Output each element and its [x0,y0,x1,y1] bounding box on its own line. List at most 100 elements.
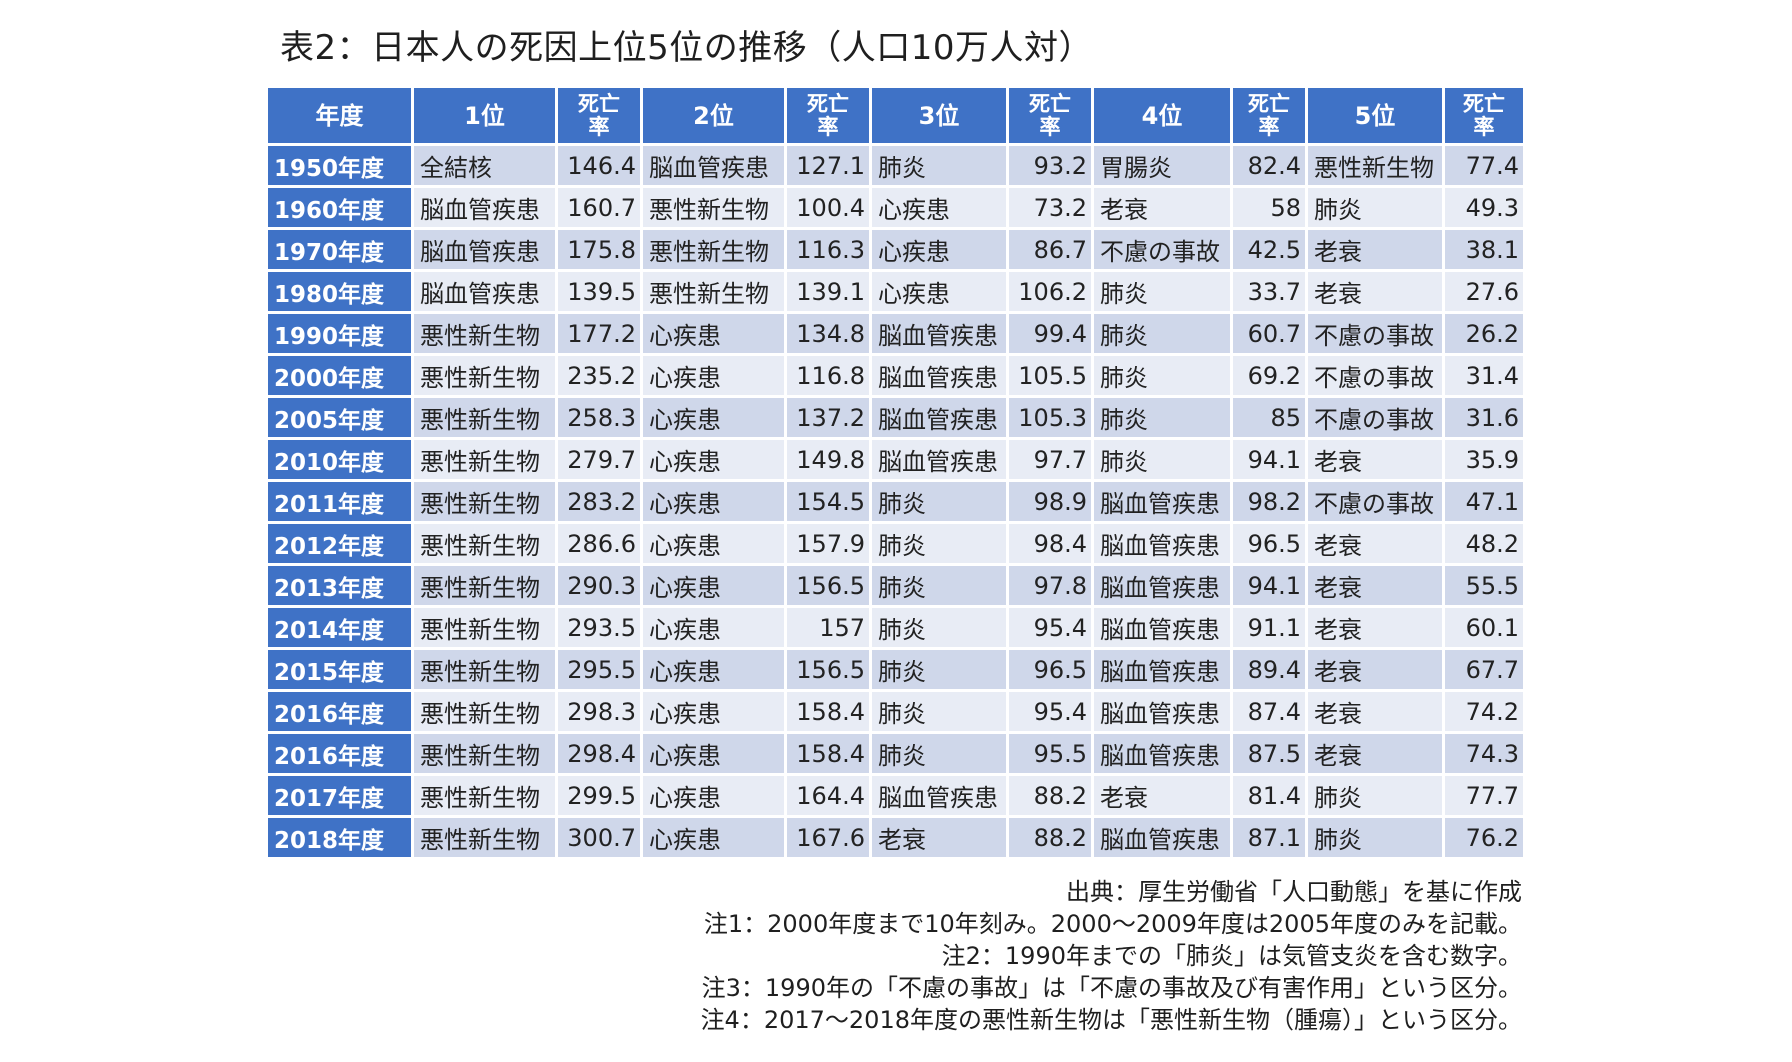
year-cell: 2013年度 [268,566,411,605]
cause-rank5-cell: 老衰 [1308,440,1442,479]
table-header: 年度 1位 死亡率 2位 死亡率 3位 死亡率 4位 死亡率 5位 死亡率 [268,88,1523,143]
rate-label-line1: 死亡 [1248,92,1290,117]
year-cell: 2016年度 [268,692,411,731]
rate-rank3-cell: 106.2 [1009,272,1091,311]
cause-rank2-cell: 心疾患 [643,524,784,563]
rate-rank5-cell: 74.2 [1445,692,1523,731]
cause-rank2-cell: 心疾患 [643,314,784,353]
header-rate2: 死亡率 [787,88,869,143]
table-row: 2012年度 悪性新生物 286.6 心疾患 157.9 肺炎 98.4 脳血管… [268,524,1523,563]
rate-rank5-cell: 38.1 [1445,230,1523,269]
rate-rank4-cell: 82.4 [1233,146,1305,185]
year-cell: 2018年度 [268,818,411,857]
note-2: 注2：1990年までの「肺炎」は気管支炎を含む数字。 [941,942,1522,970]
header-rate3: 死亡率 [1009,88,1091,143]
rate-rank4-cell: 98.2 [1233,482,1305,521]
rate-label-line1: 死亡 [807,92,849,117]
cause-rank3-cell: 肺炎 [872,734,1006,773]
cause-rank1-cell: 悪性新生物 [414,482,555,521]
rate-rank2-cell: 157 [787,608,869,647]
cause-rank5-cell: 老衰 [1308,524,1442,563]
rate-rank5-cell: 35.9 [1445,440,1523,479]
rate-rank3-cell: 95.4 [1009,692,1091,731]
cause-rank3-cell: 肺炎 [872,608,1006,647]
header-year: 年度 [268,88,411,143]
cause-rank4-cell: 老衰 [1094,776,1230,815]
header-rank5: 5位 [1308,88,1442,143]
year-cell: 2014年度 [268,608,411,647]
cause-rank5-cell: 老衰 [1308,734,1442,773]
rate-rank4-cell: 85 [1233,398,1305,437]
cause-rank3-cell: 肺炎 [872,566,1006,605]
cause-rank1-cell: 悪性新生物 [414,776,555,815]
cause-rank2-cell: 心疾患 [643,692,784,731]
year-cell: 2011年度 [268,482,411,521]
rate-rank2-cell: 154.5 [787,482,869,521]
table-row: 2016年度 悪性新生物 298.4 心疾患 158.4 肺炎 95.5 脳血管… [268,734,1523,773]
header-rank3: 3位 [872,88,1006,143]
rate-rank4-cell: 33.7 [1233,272,1305,311]
rate-rank4-cell: 87.4 [1233,692,1305,731]
cause-rank5-cell: 老衰 [1308,608,1442,647]
cause-rank3-cell: 脳血管疾患 [872,356,1006,395]
rate-rank1-cell: 295.5 [558,650,640,689]
cause-rank4-cell: 脳血管疾患 [1094,566,1230,605]
rate-rank1-cell: 293.5 [558,608,640,647]
cause-rank1-cell: 悪性新生物 [414,356,555,395]
header-rate4: 死亡率 [1233,88,1305,143]
cause-rank3-cell: 肺炎 [872,692,1006,731]
table-row: 1960年度 脳血管疾患 160.7 悪性新生物 100.4 心疾患 73.2 … [268,188,1523,227]
rate-rank5-cell: 55.5 [1445,566,1523,605]
cause-rank4-cell: 脳血管疾患 [1094,482,1230,521]
cause-rank1-cell: 脳血管疾患 [414,272,555,311]
year-cell: 1960年度 [268,188,411,227]
cause-rank2-cell: 心疾患 [643,440,784,479]
rate-rank1-cell: 177.2 [558,314,640,353]
rate-rank2-cell: 137.2 [787,398,869,437]
table-row: 2017年度 悪性新生物 299.5 心疾患 164.4 脳血管疾患 88.2 … [268,776,1523,815]
notes-block: 出典：厚生労働省「人口動態」を基に作成 注1：2000年度まで10年刻み。200… [701,876,1522,1036]
rate-label-line2: 率 [1258,114,1280,139]
rate-rank3-cell: 105.3 [1009,398,1091,437]
rate-rank2-cell: 158.4 [787,692,869,731]
cause-rank5-cell: 老衰 [1308,650,1442,689]
note-3: 注3：1990年の「不慮の事故」は「不慮の事故及び有害作用」という区分。 [701,974,1522,1002]
rate-rank5-cell: 31.6 [1445,398,1523,437]
rate-rank3-cell: 73.2 [1009,188,1091,227]
table-row: 2013年度 悪性新生物 290.3 心疾患 156.5 肺炎 97.8 脳血管… [268,566,1523,605]
rate-rank3-cell: 105.5 [1009,356,1091,395]
rate-rank2-cell: 157.9 [787,524,869,563]
cause-rank5-cell: 老衰 [1308,566,1442,605]
cause-rank5-cell: 肺炎 [1308,818,1442,857]
rate-rank5-cell: 26.2 [1445,314,1523,353]
cause-rank2-cell: 心疾患 [643,608,784,647]
rate-rank4-cell: 58 [1233,188,1305,227]
rate-rank3-cell: 86.7 [1009,230,1091,269]
rate-rank4-cell: 94.1 [1233,440,1305,479]
rate-rank3-cell: 98.9 [1009,482,1091,521]
cause-rank4-cell: 脳血管疾患 [1094,608,1230,647]
rate-label-line1: 死亡 [1463,92,1505,117]
table-row: 1950年度 全結核 146.4 脳血管疾患 127.1 肺炎 93.2 胃腸炎… [268,146,1523,185]
rate-rank2-cell: 116.3 [787,230,869,269]
cause-rank4-cell: 脳血管疾患 [1094,818,1230,857]
rate-rank1-cell: 299.5 [558,776,640,815]
year-cell: 1950年度 [268,146,411,185]
year-cell: 2010年度 [268,440,411,479]
rate-rank5-cell: 67.7 [1445,650,1523,689]
rate-label-line1: 死亡 [1029,92,1071,117]
rate-rank5-cell: 60.1 [1445,608,1523,647]
year-cell: 1990年度 [268,314,411,353]
year-cell: 2000年度 [268,356,411,395]
cause-rank3-cell: 肺炎 [872,146,1006,185]
cause-rank2-cell: 悪性新生物 [643,272,784,311]
year-cell: 2005年度 [268,398,411,437]
cause-rank5-cell: 不慮の事故 [1308,482,1442,521]
rate-rank1-cell: 258.3 [558,398,640,437]
header-rate5: 死亡率 [1445,88,1523,143]
rate-rank3-cell: 97.7 [1009,440,1091,479]
cause-rank4-cell: 肺炎 [1094,356,1230,395]
cause-rank2-cell: 脳血管疾患 [643,146,784,185]
cause-rank2-cell: 悪性新生物 [643,230,784,269]
cause-rank5-cell: 老衰 [1308,230,1442,269]
